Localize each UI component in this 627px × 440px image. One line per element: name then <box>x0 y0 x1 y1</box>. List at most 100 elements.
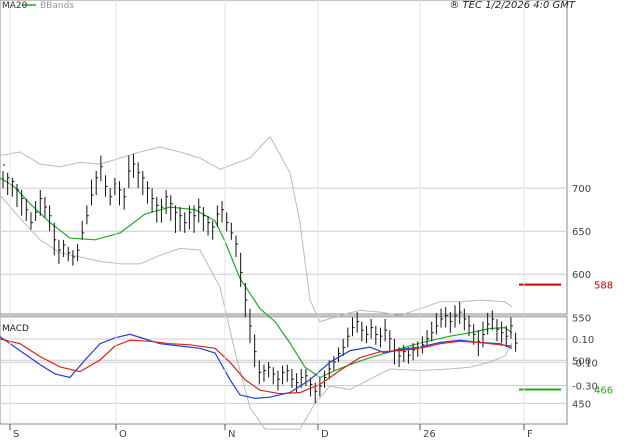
price-bar <box>463 308 467 331</box>
resistance-level-label: 588 <box>594 281 613 292</box>
price-bar <box>95 170 99 196</box>
price-bar <box>119 181 122 206</box>
price-bar <box>235 235 238 258</box>
legend-ma20-label: MA20 <box>2 1 28 11</box>
price-gridlines <box>0 187 567 404</box>
price-bar <box>21 189 24 216</box>
price-bar <box>249 308 252 344</box>
price-panel-frame <box>0 0 568 315</box>
price-bar <box>361 321 364 342</box>
price-bar <box>375 325 378 345</box>
price-bar <box>421 336 425 354</box>
price-bar <box>72 250 75 266</box>
price-bar <box>188 205 192 230</box>
price-bar <box>53 222 57 256</box>
x-tick-label: D <box>321 429 329 440</box>
x-tick-label: N <box>228 429 235 440</box>
price-bar <box>151 188 155 213</box>
price-bar <box>379 327 383 348</box>
price-bar <box>459 301 462 325</box>
price-bar <box>244 282 248 318</box>
price-bar <box>132 153 136 178</box>
price-bar <box>435 312 439 335</box>
price-bar <box>77 244 80 262</box>
price-bar <box>105 175 108 197</box>
price-y-tick-label: 650 <box>572 227 591 238</box>
price-bar <box>184 212 187 233</box>
price-bar <box>487 312 490 335</box>
price-bar <box>30 212 33 230</box>
price-bar <box>445 306 448 328</box>
price-bar <box>384 318 388 342</box>
bollinger-bands <box>0 135 513 430</box>
x-tick-label: O <box>119 429 127 440</box>
macd-y-tick-label: 0.10 <box>572 335 594 346</box>
bb-upper-line <box>0 135 513 323</box>
price-bar <box>165 189 169 214</box>
price-bar <box>403 344 406 363</box>
price-bar <box>263 364 266 382</box>
price-bar <box>142 170 145 196</box>
macd-y-tick-label: -0.30 <box>572 382 598 393</box>
price-bar <box>179 207 183 232</box>
price-bar <box>58 239 61 264</box>
price-bar <box>109 188 113 206</box>
price-bar <box>11 177 15 197</box>
price-bars <box>2 153 518 404</box>
legend-bbands-label: BBands <box>40 1 74 11</box>
price-bar <box>412 343 416 361</box>
price-bar <box>226 212 229 232</box>
price-bar <box>258 360 262 385</box>
price-bar <box>230 222 234 240</box>
price-bar <box>240 252 243 288</box>
x-tick-label: 26 <box>423 429 436 440</box>
price-bar <box>193 205 197 233</box>
support-level-label: 466 <box>594 386 613 397</box>
price-bar <box>440 308 444 328</box>
price-bar <box>86 205 89 225</box>
price-bar <box>174 205 178 233</box>
price-bar <box>496 318 499 342</box>
price-y-tick-label: 500 <box>572 356 591 367</box>
price-bar <box>254 334 257 368</box>
price-bar <box>310 377 313 397</box>
macd-gridlines <box>0 338 567 387</box>
price-bar <box>91 179 94 206</box>
price-bar <box>347 327 350 348</box>
price-bar <box>39 189 43 216</box>
price-bar <box>146 181 150 204</box>
price-bar <box>333 355 336 371</box>
price-bar <box>291 368 294 388</box>
price-bar <box>212 220 215 240</box>
price-bar <box>7 172 10 196</box>
price-y-tick-label: 700 <box>572 184 591 195</box>
price-bar <box>272 367 276 385</box>
price-y-axis: 450 500 550 600 650 700 <box>572 184 591 410</box>
price-bar <box>100 155 103 182</box>
price-bar <box>282 365 285 385</box>
price-bar <box>286 364 290 382</box>
price-bar <box>515 332 518 352</box>
price-bar <box>454 305 458 328</box>
price-bar <box>389 330 392 352</box>
price-bar <box>338 347 341 363</box>
price-bar <box>44 196 47 218</box>
timestamp-stamp: ® TEC 1/2/2026 4:0 GMT <box>449 0 576 11</box>
price-bar <box>277 370 280 391</box>
x-tick-label: F <box>527 429 533 440</box>
price-bar <box>67 246 71 262</box>
price-bar <box>352 317 355 337</box>
price-bar <box>170 195 173 221</box>
price-bar <box>449 312 453 333</box>
price-bar <box>501 321 504 344</box>
price-bar <box>305 368 308 387</box>
price-bar <box>356 312 360 333</box>
price-bar <box>342 338 346 356</box>
price-bar <box>426 330 430 348</box>
macd-panel-frame <box>0 315 568 425</box>
price-bar <box>477 330 481 356</box>
price-bar <box>137 162 141 189</box>
price-bar <box>2 164 5 189</box>
